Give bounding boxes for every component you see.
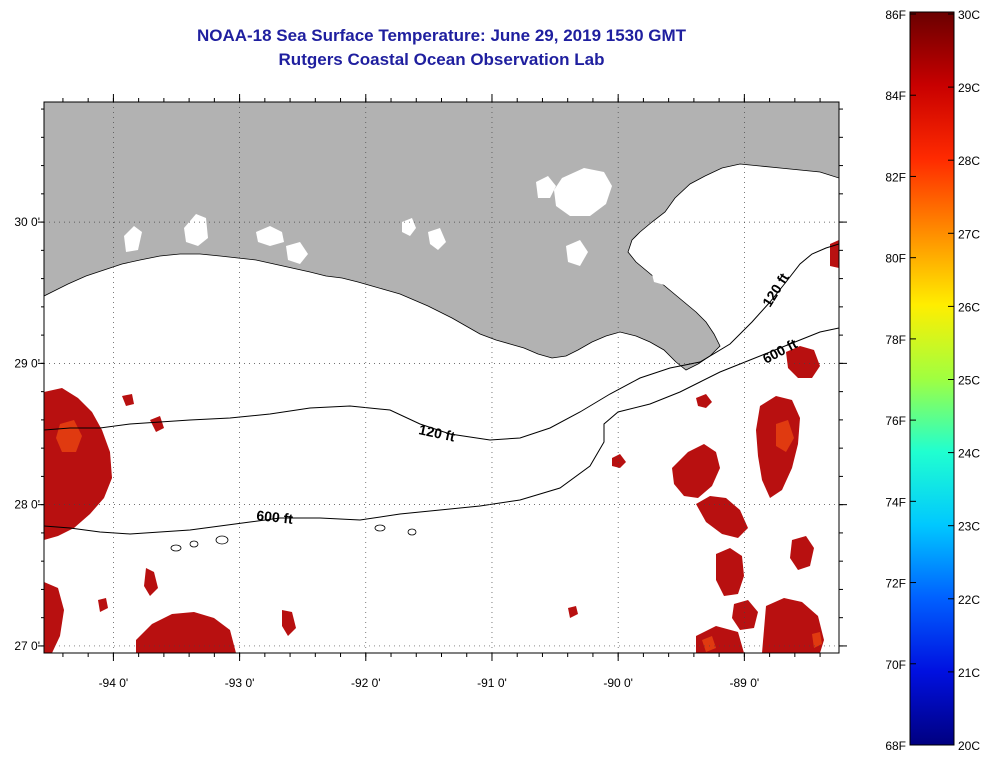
lat-tick-label: 28 0': [14, 498, 40, 512]
barataria-bay: [566, 240, 588, 266]
colorbar-c-label: 26C: [958, 300, 980, 314]
map-axes: -94 0' -93 0' -92 0' -91 0' -90 0' -89 0' 30 0…: [14, 94, 847, 690]
lake-maurepas: [536, 176, 556, 198]
lon-tick-label: -94 0': [99, 676, 129, 690]
contour-label-600ft-mid: 600 ft: [256, 507, 294, 527]
lake-pontchartrain: [554, 168, 612, 216]
colorbar-f-label: 76F: [885, 414, 906, 428]
colorbar-f-label: 80F: [885, 252, 906, 266]
lon-tick-label: -91 0': [477, 676, 507, 690]
colorbar-c-label: 21C: [958, 666, 980, 680]
isobath-120ft: [44, 243, 839, 441]
colorbar-f-label: 70F: [885, 658, 906, 672]
colorbar-f-label: 84F: [885, 89, 906, 103]
chart-subtitle: Rutgers Coastal Ocean Observation Lab: [278, 50, 605, 69]
calcasieu-lake: [124, 226, 142, 252]
seamount-contours: [170, 524, 417, 552]
colorbar-f-label: 72F: [885, 577, 906, 591]
colorbar-c-label: 20C: [958, 739, 980, 753]
colorbar: [909, 11, 955, 746]
contour-label-120ft-mid: 120 ft: [417, 421, 456, 444]
colorbar-c-label: 24C: [958, 447, 980, 461]
breton-sound: [650, 260, 674, 286]
vermilion-bay: [256, 226, 284, 246]
lon-tick-label: -92 0': [351, 676, 381, 690]
colorbar-c-label: 28C: [958, 154, 980, 168]
lat-lon-grid: [44, 102, 839, 653]
grand-lake: [286, 242, 308, 264]
lon-tick-label: -89 0': [730, 676, 760, 690]
colorbar-c-label: 22C: [958, 593, 980, 607]
colorbar-c-label: 27C: [958, 227, 980, 241]
colorbar-f-label: 68F: [885, 739, 906, 753]
isobath-600ft: [44, 327, 839, 535]
terrebonne-bay: [428, 228, 446, 250]
colorbar-c-label: 30C: [958, 8, 980, 22]
colorbar-f-label: 74F: [885, 495, 906, 509]
contour-label-120ft-east: 120 ft: [759, 270, 792, 310]
colorbar-c-label: 23C: [958, 520, 980, 534]
colorbar-f-label: 78F: [885, 333, 906, 347]
colorbar-c-label: 29C: [958, 81, 980, 95]
chart-title: NOAA-18 Sea Surface Temperature: June 29…: [196, 26, 687, 45]
colorbar-c-label: 25C: [958, 374, 980, 388]
colorbar-labels: 86F 84F 82F 80F 78F 76F 74F 72F 70F 68F 30C 29C 28C 2…: [885, 8, 980, 753]
colorbar-f-label: 82F: [885, 170, 906, 184]
atchafalaya-bay: [402, 218, 416, 236]
lon-tick-label: -90 0': [603, 676, 633, 690]
lat-tick-label: 30 0': [14, 215, 40, 229]
colorbar-f-label: 86F: [885, 8, 906, 22]
lat-tick-label: 29 0': [14, 356, 40, 370]
lat-tick-label: 27 0': [14, 639, 40, 653]
lon-tick-label: -93 0': [225, 676, 255, 690]
